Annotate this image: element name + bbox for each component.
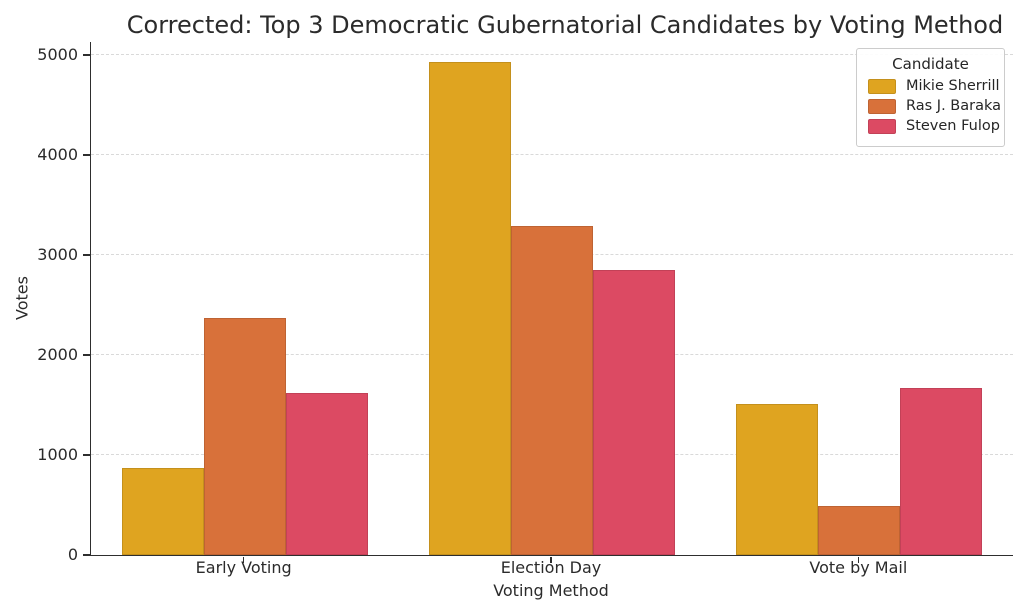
y-tick-mark-1000	[83, 454, 90, 456]
y-tick-mark-0	[83, 554, 90, 556]
legend-label-steven-fulop: Steven Fulop	[906, 118, 1000, 134]
gridline-4000	[91, 154, 1013, 155]
legend-item-ras-j-baraka: Ras J. Baraka	[868, 98, 1001, 114]
y-tick-mark-5000	[83, 54, 90, 56]
legend-items: Mikie Sherrill Ras J. Baraka Steven Fulop	[866, 78, 1001, 134]
x-axis-label: Voting Method	[493, 581, 609, 600]
legend-item-steven-fulop: Steven Fulop	[868, 118, 1000, 134]
y-tick-mark-2000	[83, 354, 90, 356]
bar-steven-fulop-early-voting	[285, 393, 368, 555]
x-tick-label-election-day: Election Day	[500, 558, 602, 577]
x-tick-mark-vote-by-mail	[857, 556, 860, 563]
legend-swatch-steven-fulop	[868, 118, 896, 134]
legend-item-mikie-sherrill: Mikie Sherrill	[868, 78, 1000, 94]
bar-mikie-sherrill-vote-by-mail	[736, 404, 819, 555]
x-tick-label-early-voting: Early Voting	[195, 558, 292, 577]
bar-mikie-sherrill-election-day	[429, 62, 512, 555]
x-tick-label-vote-by-mail: Vote by Mail	[809, 558, 908, 577]
bar-ras-j-baraka-early-voting	[203, 318, 286, 555]
bar-steven-fulop-vote-by-mail	[900, 388, 983, 555]
y-tick-label-0: 0	[67, 545, 78, 564]
bar-ras-j-baraka-vote-by-mail	[818, 506, 901, 555]
bar-steven-fulop-election-day	[592, 270, 675, 555]
gridline-5000	[91, 54, 1013, 55]
legend-title: Candidate	[892, 55, 969, 73]
y-tick-label-2000: 2000	[37, 345, 78, 364]
bar-ras-j-baraka-election-day	[511, 226, 593, 555]
legend-swatch-ras-j-baraka	[868, 98, 896, 114]
y-tick-label-3000: 3000	[37, 245, 78, 264]
chart-title: Corrected: Top 3 Democratic Gubernatoria…	[126, 11, 1004, 39]
x-tick-mark-election-day	[550, 556, 552, 563]
y-tick-mark-4000	[83, 154, 90, 156]
y-tick-label-5000: 5000	[37, 45, 78, 64]
legend: Candidate Mikie Sherrill Ras J. Baraka Ste…	[856, 48, 1005, 147]
bar-mikie-sherrill-early-voting	[121, 468, 204, 555]
y-tick-mark-3000	[83, 254, 90, 256]
legend-swatch-mikie-sherrill	[868, 78, 896, 94]
y-tick-label-1000: 1000	[37, 445, 78, 464]
y-tick-label-4000: 4000	[37, 145, 78, 164]
y-axis-label: Votes	[12, 276, 32, 320]
plot-area	[90, 42, 1013, 556]
x-tick-mark-early-voting	[242, 556, 245, 563]
legend-label-mikie-sherrill: Mikie Sherrill	[906, 78, 1000, 94]
legend-label-ras-j-baraka: Ras J. Baraka	[906, 98, 1002, 114]
